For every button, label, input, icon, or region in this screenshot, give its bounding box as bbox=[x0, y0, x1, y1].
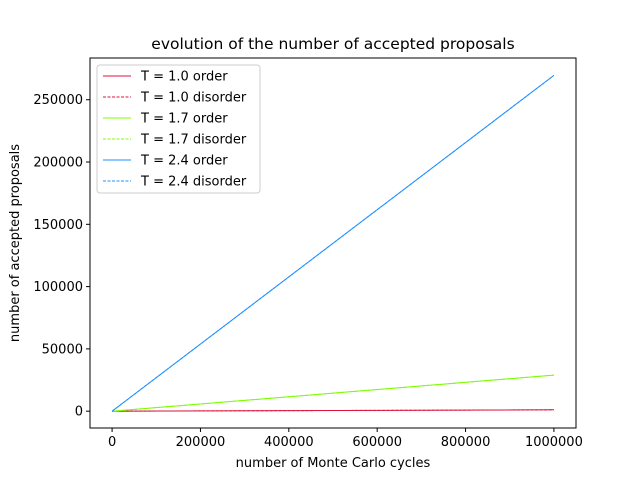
legend-label-3: T = 1.7 disorder bbox=[140, 133, 247, 148]
x-tick-label: 0 bbox=[108, 435, 116, 450]
y-tick-label: 100000 bbox=[33, 280, 83, 295]
y-axis-label: number of accepted proposals bbox=[8, 144, 23, 342]
legend-label-1: T = 1.0 disorder bbox=[140, 91, 247, 106]
y-axis-ticks: 0 50000 100000 150000 200000 250000 bbox=[33, 93, 90, 420]
x-axis-label: number of Monte Carlo cycles bbox=[236, 456, 431, 471]
y-tick-label: 0 bbox=[75, 405, 83, 420]
x-axis-ticks: 0 200000 400000 600000 800000 1000000 bbox=[108, 428, 583, 450]
series-layer bbox=[111, 75, 555, 412]
series-line-1 bbox=[112, 409, 554, 412]
legend-label-5: T = 2.4 disorder bbox=[140, 175, 247, 190]
x-tick-label: 200000 bbox=[176, 435, 226, 450]
plot-area-frame bbox=[89, 57, 577, 429]
legend: T = 1.0 order T = 1.0 disorder T = 1.7 ord… bbox=[96, 64, 261, 194]
legend-label-4: T = 2.4 order bbox=[140, 154, 228, 169]
x-tick-label: 800000 bbox=[441, 435, 491, 450]
x-tick-label: 1000000 bbox=[525, 435, 583, 450]
y-tick-label: 150000 bbox=[33, 218, 83, 233]
series-line-3 bbox=[112, 374, 554, 412]
y-tick-label: 250000 bbox=[33, 93, 83, 108]
y-tick-label: 50000 bbox=[42, 342, 83, 357]
chart-title: evolution of the number of accepted prop… bbox=[151, 35, 514, 53]
legend-label-0: T = 1.0 order bbox=[140, 70, 228, 85]
legend-label-2: T = 1.7 order bbox=[140, 112, 228, 127]
legend-box bbox=[96, 64, 261, 194]
x-tick-label: 400000 bbox=[264, 435, 314, 450]
series-line-5 bbox=[111, 75, 555, 412]
x-tick-label: 600000 bbox=[352, 435, 402, 450]
y-tick-label: 200000 bbox=[33, 156, 83, 171]
